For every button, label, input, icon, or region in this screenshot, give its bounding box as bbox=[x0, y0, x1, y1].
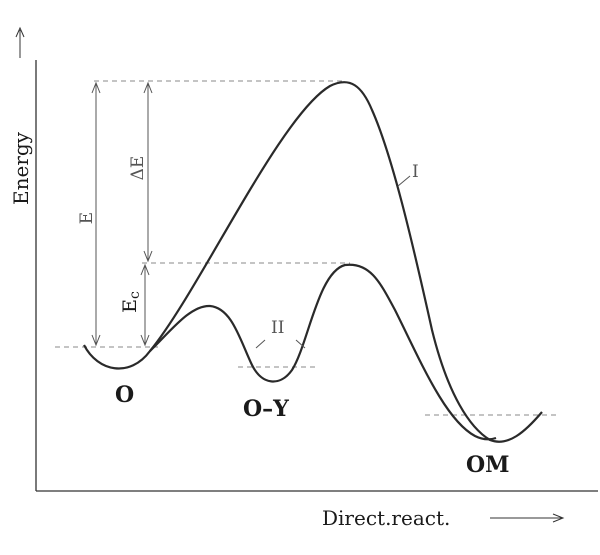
curve-uncatalyzed bbox=[83, 81, 543, 443]
energy-e-arrow bbox=[91, 81, 101, 347]
curve-i-leader bbox=[397, 175, 411, 187]
y-axis-arrow-icon bbox=[15, 26, 25, 58]
energy-ec-arrow bbox=[140, 263, 150, 347]
state-final-label: OM bbox=[466, 452, 510, 478]
y-axis-label: Energy bbox=[9, 131, 33, 205]
curve-i-label: I bbox=[412, 162, 419, 182]
energy-delta-arrow bbox=[143, 81, 153, 263]
x-axis-arrow-icon bbox=[490, 513, 565, 523]
curve-ii-label: II bbox=[271, 318, 284, 338]
curve-ii-leader-right bbox=[295, 339, 306, 349]
state-intermediate-label: O–Y bbox=[243, 396, 289, 422]
energy-e-label: E bbox=[77, 212, 97, 224]
curve-catalyzed bbox=[149, 263, 497, 441]
energy-ec-label: Ec bbox=[119, 291, 143, 313]
x-axis-label: Direct.react. bbox=[322, 506, 450, 530]
energy-delta-label: ΔE bbox=[128, 156, 148, 181]
state-initial-label: O bbox=[115, 382, 134, 408]
curve-ii-leader-left bbox=[255, 339, 266, 349]
